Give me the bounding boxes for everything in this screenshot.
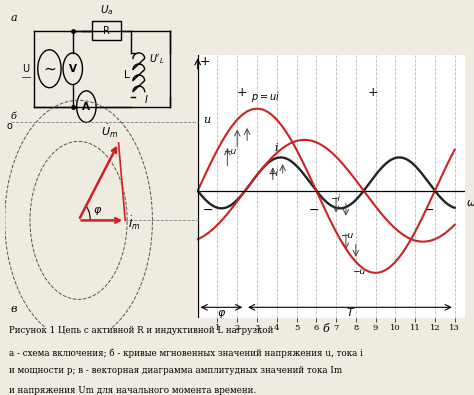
Text: $\varphi$: $\varphi$ (217, 308, 226, 320)
Text: −: − (202, 204, 213, 217)
Text: и мощности р; в - векторная диаграмма амплитудных значений тока Im: и мощности р; в - векторная диаграмма ам… (9, 367, 343, 376)
Text: +i: +i (268, 169, 278, 178)
Text: A: A (82, 102, 91, 112)
Text: +: + (237, 87, 247, 100)
Text: а - схема включения; б - кривые мгновенных значений напряжения u, тока i: а - схема включения; б - кривые мгновенн… (9, 348, 364, 358)
Text: +: + (367, 87, 378, 100)
Text: $U_a$: $U_a$ (100, 3, 114, 17)
Text: −u: −u (352, 267, 365, 276)
Text: а: а (10, 13, 17, 23)
Text: б: б (323, 324, 329, 334)
Text: о: о (7, 121, 12, 131)
Text: V: V (69, 64, 77, 74)
Text: +: + (200, 55, 211, 68)
Bar (92, 21, 121, 40)
Text: L: L (124, 70, 130, 80)
Text: и напряжения Um для начального момента времени.: и напряжения Um для начального момента в… (9, 386, 256, 395)
Text: U: U (23, 64, 30, 74)
Text: в: в (10, 304, 17, 314)
Text: i: i (275, 143, 278, 153)
Text: Рисунок 1 Цепь с активной R и индуктивной L нагрузкой: Рисунок 1 Цепь с активной R и индуктивно… (9, 326, 274, 335)
Text: б: б (10, 112, 17, 121)
Text: I: I (145, 95, 148, 105)
Text: u: u (204, 115, 211, 126)
Text: R: R (103, 26, 110, 36)
Text: −: − (424, 204, 434, 217)
Text: $\dot{I}_m$: $\dot{I}_m$ (128, 215, 141, 232)
Text: $\dot{U}_m$: $\dot{U}_m$ (101, 123, 118, 141)
Text: $\varphi$: $\varphi$ (93, 205, 102, 218)
Text: ~: ~ (43, 61, 56, 76)
Text: $\omega t$: $\omega t$ (466, 196, 474, 209)
Text: −i: −i (330, 194, 340, 203)
Text: $U'_L$: $U'_L$ (148, 53, 164, 66)
Text: +u: +u (223, 147, 237, 156)
Text: −: − (309, 204, 319, 217)
Text: $p=ui$: $p=ui$ (251, 90, 280, 104)
Text: −u: −u (340, 231, 353, 240)
Text: T: T (346, 308, 353, 318)
